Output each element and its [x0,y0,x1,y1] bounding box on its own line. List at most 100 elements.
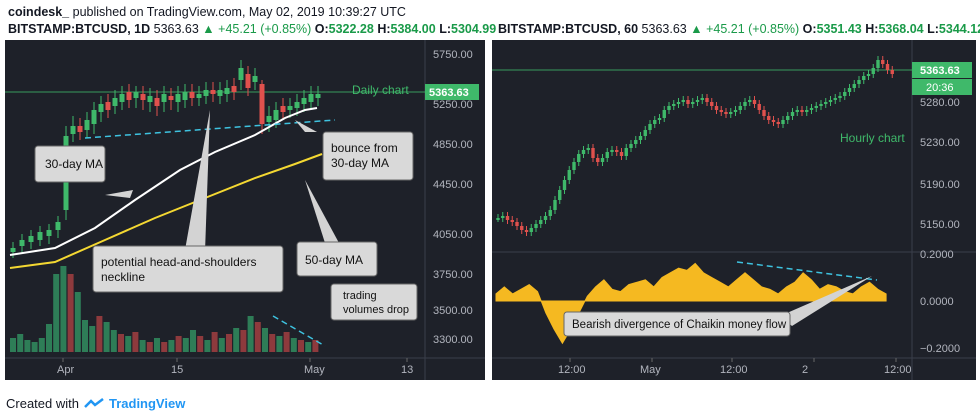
daily-y-tick: 3500.00 [433,305,473,317]
daily-x-tick: May [304,364,325,376]
daily-candle-body [133,92,139,98]
hourly-candle-body [800,110,804,112]
daily-volume-bar [46,324,52,352]
footer-tradingview[interactable]: TradingView [108,396,186,411]
daily-price-tag: 5363.63 [429,87,469,99]
daily-volume-bar [254,322,261,352]
hourly-time-tag-bg [912,79,972,95]
publish-header: coindesk_ published on TradingView.com, … [8,5,406,19]
daily-candle-body [55,222,61,230]
right-open-label: O: [802,22,817,36]
publish-info: published on TradingView.com, May 02, 20… [72,5,406,19]
daily-volume-bar [197,336,204,352]
hourly-price-tag: 5363.63 [920,65,960,77]
hourly-candle-body [786,116,790,120]
daily-volume-bar [125,336,132,352]
hourly-candle-body [852,84,856,88]
daily-candle-body [37,232,43,240]
hourly-candle-body [605,152,609,158]
daily-volume-bar [262,328,268,352]
daily-candle-body [19,240,25,246]
hourly-candle-body [634,140,638,144]
hourly-candle-body [733,110,738,112]
daily-volume-bar [161,342,168,352]
hourly-candle-body [866,74,871,76]
hourly-candle-body [819,104,823,106]
daily-volume-bar [82,320,88,352]
hourly-candle-body [577,154,581,162]
hourly-candle-body [700,98,704,100]
chaikin-money-flow [495,262,887,345]
volumes-callout [330,283,418,321]
daily-candle-body [105,102,111,110]
hourly-candle-body [824,102,828,104]
daily-volume-bar [298,340,304,352]
daily-candle-body [77,126,83,132]
right-symbol: BITSTAMP:BTCUSD, 60 [498,22,639,36]
volumes-callout-text: trading volumes drop [343,290,409,316]
hourly-candle-body [762,110,766,116]
hourly-time-tag: 20:36 [926,82,954,94]
daily-candle-body [175,94,181,102]
daily-volume-bar [240,330,247,352]
hourly-x-tick: 12:00 [884,364,912,376]
cmf-y-tick: −0.2000 [920,343,960,355]
hourly-x-tick: May [640,364,661,376]
daily-volume-bar [269,334,276,352]
ma30-callout [34,145,106,183]
right-change: ▲ +45.21 (+0.85%) [690,22,800,36]
daily-volume-bar [312,340,319,352]
neckline-callout-text: potential head-and-shoulders neckline [101,255,256,284]
daily-chart-svg[interactable]: 5750.00 5250.00 4850.00 4450.00 4050.00 3750.… [5,40,485,380]
divergence-callout-text: Bearish divergence of Chaikin money flow [572,319,787,331]
hourly-candle-body [871,68,875,74]
daily-y-tick: 5750.00 [433,49,473,61]
daily-volume-bar [17,334,24,352]
daily-volume-bar [110,330,117,352]
right-price: 5363.63 [641,22,687,36]
hourly-candle-body [743,102,747,106]
ma50-callout-text: 50-day MA [305,253,363,267]
daily-y-tick: 5250.00 [433,99,473,111]
daily-candle-body [126,92,132,100]
hourly-candle-body [548,210,552,216]
hourly-candle-body [695,100,700,102]
hourly-candle-body [843,92,847,96]
daily-volume-bar [10,338,16,352]
hourly-candle-body [510,220,514,222]
daily-volume-bar [247,316,254,352]
hourly-candle-body [809,108,814,110]
daily-candle-body [203,90,209,96]
daily-candle-body [112,98,118,106]
hourly-candle-body [672,104,676,106]
neckline [84,119,336,139]
hourly-candle-body [534,224,538,228]
hourly-candle-body [662,110,666,118]
daily-candle-body [140,94,146,100]
hourly-y-tick: 5190.00 [920,179,960,191]
daily-candle-body [238,68,244,80]
daily-volume-bar [146,342,153,352]
hourly-candle-body [567,170,571,180]
daily-y-tick: 4850.00 [433,139,473,151]
daily-candle-body [280,106,286,112]
hourly-candle-body [771,120,776,122]
hourly-candle-body [686,100,690,104]
daily-x-tick: 13 [401,364,413,376]
hourly-chart-label: Hourly chart [840,131,905,145]
footer: Created with TradingView [6,396,185,411]
cmf-divergence-line [736,261,878,281]
hourly-candle-body [615,150,619,152]
daily-volume-bar [190,330,196,352]
daily-volume-bar [89,326,96,352]
daily-chart-panel[interactable]: 5750.00 5250.00 4850.00 4450.00 4050.00 3750.… [5,40,485,380]
daily-candle-body [70,126,76,134]
hourly-candle-body [724,112,728,114]
daily-volume-bar [24,340,31,352]
daily-volume-bar [74,292,81,352]
neckline-callout [92,245,284,293]
hourly-y-tick: 5280.00 [920,97,960,109]
ma50-callout [296,241,378,277]
